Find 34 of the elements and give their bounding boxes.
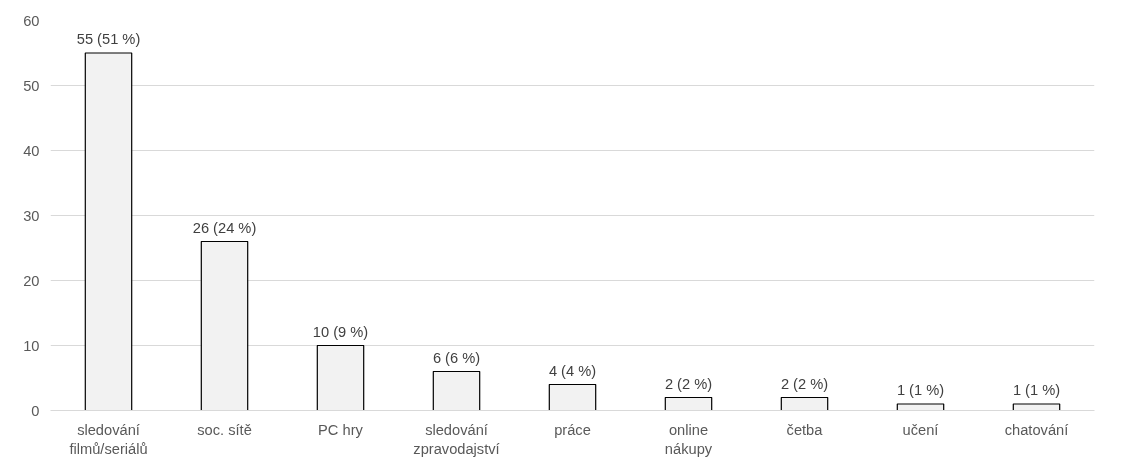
x-tick-label: učení: [902, 421, 939, 438]
bar: [664, 396, 713, 411]
y-tick-label: 10: [23, 337, 40, 354]
bar: [780, 396, 829, 411]
x-tick-label: PC hry: [318, 421, 364, 438]
y-tick-label: 60: [23, 12, 40, 29]
x-tick-label: chatování: [1004, 421, 1069, 438]
data-label: 4 (4 %): [548, 362, 597, 379]
y-tick-label: 50: [23, 77, 40, 94]
y-tick-label: 30: [23, 207, 40, 224]
data-label: 55 (51 %): [76, 31, 141, 47]
x-tick-label: práce: [554, 421, 591, 438]
x-tick-label: četba: [786, 421, 824, 438]
y-tick-label: 40: [23, 142, 40, 159]
data-label: 2 (2 %): [664, 375, 713, 392]
bar: [316, 344, 365, 411]
data-label: 26 (24 %): [192, 219, 257, 236]
data-label: 10 (9 %): [312, 323, 369, 340]
bar: [548, 383, 597, 411]
bar: [200, 240, 249, 411]
x-tick-label: online nákupy: [664, 421, 713, 457]
data-label: 1 (1 %): [1012, 382, 1061, 398]
data-label: 6 (6 %): [432, 349, 481, 366]
x-tick-label: sledování filmů/seriálů: [69, 421, 148, 457]
bar: [432, 370, 481, 411]
bar: [1012, 403, 1061, 411]
x-tick-label: sledování zpravodajství: [413, 421, 500, 457]
y-tick-label: 0: [31, 402, 40, 419]
y-tick-label: 20: [23, 272, 40, 289]
data-label: 2 (2 %): [780, 375, 829, 392]
bar: [896, 403, 945, 411]
x-tick-label: soc. sítě: [197, 421, 252, 438]
data-label: 1 (1 %): [896, 382, 945, 398]
bar: [84, 52, 133, 411]
